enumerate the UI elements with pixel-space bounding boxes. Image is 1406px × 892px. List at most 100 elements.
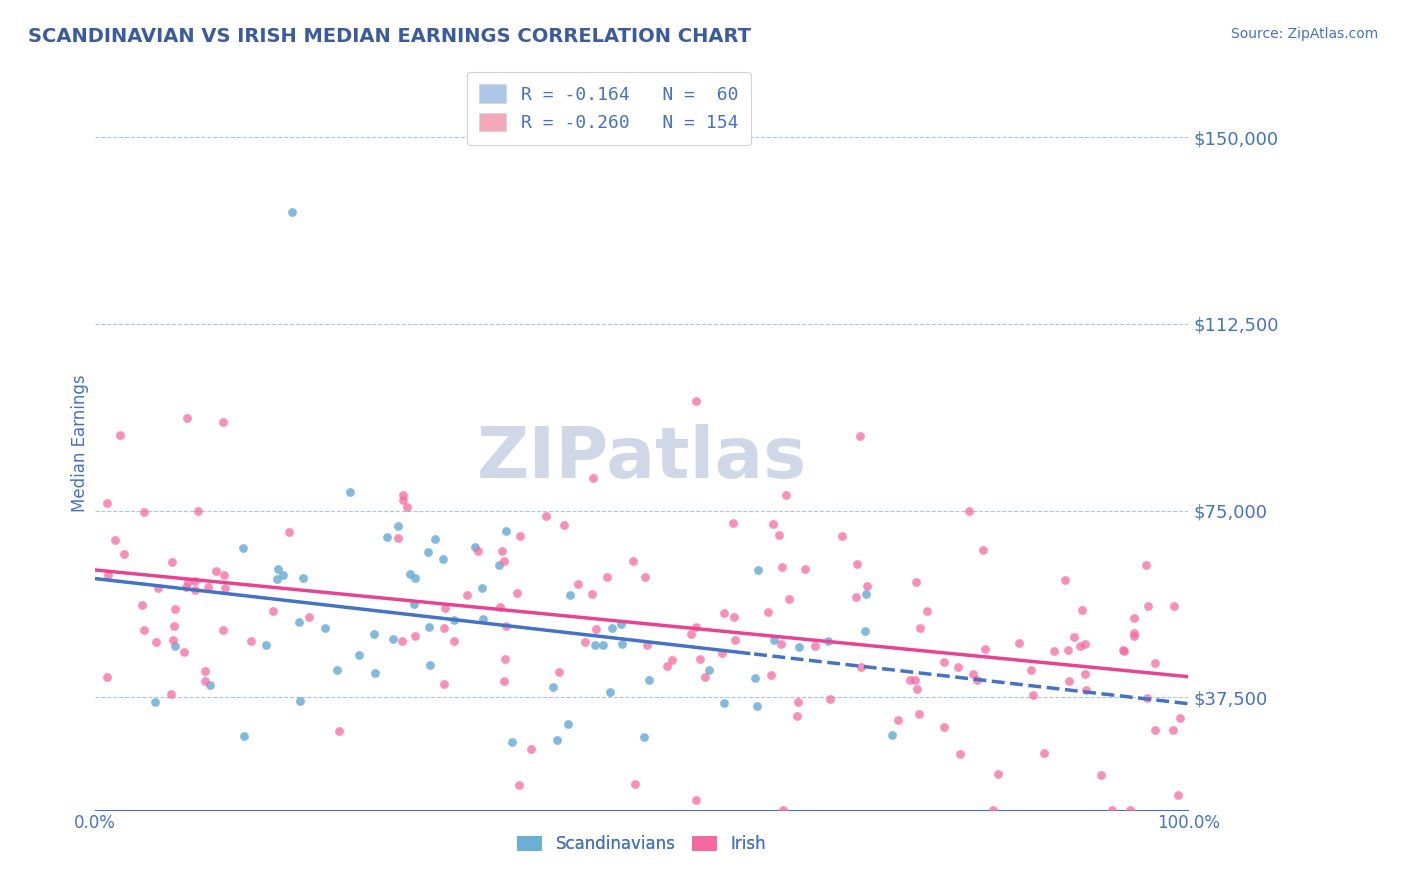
Point bbox=[163, 619, 186, 633]
Point bbox=[508, 778, 530, 792]
Point bbox=[546, 733, 568, 747]
Point bbox=[655, 658, 678, 673]
Point bbox=[205, 565, 228, 579]
Point bbox=[143, 695, 166, 709]
Point bbox=[917, 604, 939, 618]
Point bbox=[262, 604, 284, 618]
Point bbox=[392, 488, 415, 502]
Point bbox=[1022, 688, 1045, 702]
Point bbox=[165, 602, 187, 616]
Point bbox=[1073, 667, 1095, 681]
Point bbox=[962, 667, 984, 681]
Point bbox=[534, 508, 557, 523]
Point bbox=[134, 505, 156, 519]
Point bbox=[506, 586, 529, 600]
Point bbox=[183, 582, 205, 597]
Point bbox=[1144, 656, 1167, 670]
Point bbox=[786, 709, 808, 723]
Point bbox=[96, 670, 118, 684]
Point bbox=[592, 638, 614, 652]
Point bbox=[112, 547, 135, 561]
Point bbox=[432, 552, 454, 566]
Point bbox=[404, 571, 426, 585]
Y-axis label: Median Earnings: Median Earnings bbox=[72, 375, 89, 512]
Point bbox=[972, 543, 994, 558]
Point bbox=[1057, 673, 1080, 688]
Point bbox=[433, 600, 456, 615]
Point bbox=[769, 637, 792, 651]
Point bbox=[363, 666, 385, 681]
Point bbox=[585, 622, 607, 636]
Point bbox=[932, 656, 955, 670]
Point bbox=[697, 663, 720, 677]
Point bbox=[467, 544, 489, 558]
Point bbox=[402, 598, 425, 612]
Point bbox=[1123, 626, 1146, 640]
Point bbox=[756, 605, 779, 619]
Point bbox=[724, 632, 747, 647]
Point bbox=[623, 554, 645, 568]
Point bbox=[904, 673, 927, 688]
Point bbox=[567, 576, 589, 591]
Point bbox=[472, 612, 495, 626]
Point bbox=[288, 615, 311, 630]
Point bbox=[853, 624, 876, 639]
Point bbox=[160, 555, 183, 569]
Point bbox=[1073, 637, 1095, 651]
Point bbox=[501, 734, 523, 748]
Point bbox=[494, 554, 516, 568]
Point bbox=[574, 635, 596, 649]
Point bbox=[818, 692, 841, 706]
Point bbox=[747, 563, 769, 577]
Point bbox=[488, 558, 510, 573]
Point bbox=[176, 411, 198, 425]
Point bbox=[277, 524, 299, 539]
Point bbox=[845, 558, 868, 572]
Point bbox=[194, 664, 217, 678]
Point bbox=[298, 609, 321, 624]
Point bbox=[772, 803, 794, 817]
Point bbox=[146, 582, 169, 596]
Point bbox=[855, 587, 877, 601]
Point bbox=[1007, 636, 1029, 650]
Point bbox=[495, 524, 517, 539]
Text: Source: ZipAtlas.com: Source: ZipAtlas.com bbox=[1230, 27, 1378, 41]
Point bbox=[745, 699, 768, 714]
Point bbox=[831, 529, 853, 543]
Point bbox=[710, 646, 733, 660]
Point bbox=[97, 567, 120, 582]
Point bbox=[173, 645, 195, 659]
Point bbox=[787, 695, 810, 709]
Point bbox=[959, 504, 981, 518]
Point bbox=[347, 648, 370, 662]
Point bbox=[456, 589, 478, 603]
Point bbox=[1054, 573, 1077, 587]
Point bbox=[491, 543, 513, 558]
Point bbox=[509, 529, 531, 543]
Point bbox=[543, 681, 565, 695]
Point bbox=[489, 599, 512, 614]
Point bbox=[183, 574, 205, 588]
Point bbox=[292, 571, 315, 585]
Point bbox=[1114, 644, 1136, 658]
Point bbox=[1069, 639, 1091, 653]
Point bbox=[492, 673, 515, 688]
Point bbox=[396, 500, 419, 514]
Point bbox=[382, 632, 405, 646]
Point bbox=[624, 777, 647, 791]
Point bbox=[1161, 723, 1184, 738]
Text: ZIPatlas: ZIPatlas bbox=[477, 424, 807, 492]
Point bbox=[254, 638, 277, 652]
Point bbox=[266, 572, 288, 586]
Point bbox=[404, 629, 426, 643]
Point bbox=[759, 668, 782, 682]
Point bbox=[560, 588, 582, 602]
Point bbox=[131, 598, 153, 612]
Point bbox=[443, 613, 465, 627]
Point bbox=[464, 540, 486, 554]
Point bbox=[547, 665, 569, 679]
Point bbox=[1136, 599, 1159, 613]
Point bbox=[744, 671, 766, 685]
Point bbox=[817, 633, 839, 648]
Point bbox=[553, 518, 575, 533]
